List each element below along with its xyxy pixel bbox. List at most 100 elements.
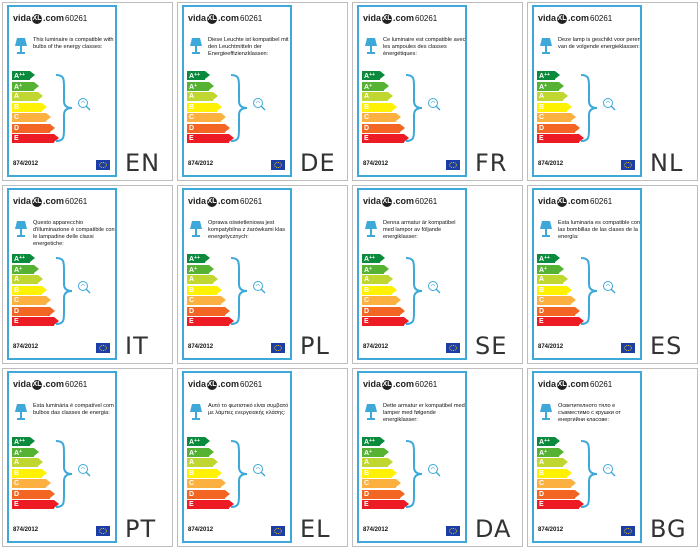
brand-mark: XL bbox=[557, 196, 568, 207]
eu-flag-icon bbox=[96, 526, 110, 536]
brand-mark: XL bbox=[557, 379, 568, 390]
energy-label-card: vida XL .com 60261 Осветителното тяло е съвм… bbox=[532, 371, 642, 543]
bar-fill bbox=[537, 468, 567, 478]
energy-class-label: B bbox=[14, 103, 20, 111]
bar-arrow-tip bbox=[225, 489, 230, 498]
bar-arrow-tip bbox=[205, 254, 210, 262]
energy-class-label: E bbox=[189, 318, 194, 325]
label-cell-es: vida XL .com 60261 Esta luminaria es compati… bbox=[527, 185, 698, 364]
energy-class-scale: A++ A+ A B C D E bbox=[187, 254, 234, 328]
compatibility-text: Diese Leuchte ist kompatibel mit den Leu… bbox=[208, 37, 289, 57]
energy-class-bar: A bbox=[12, 458, 52, 467]
energy-class-bar: B bbox=[537, 468, 577, 478]
energy-class-scale: A++ A+ A B C D E bbox=[537, 254, 584, 328]
curly-brace-icon bbox=[405, 257, 423, 325]
bar-arrow-tip bbox=[579, 134, 584, 142]
bar-fill bbox=[362, 489, 400, 499]
bar-fill bbox=[362, 123, 400, 133]
regulation-number: 874/2012 bbox=[13, 161, 39, 167]
bar-arrow-tip bbox=[392, 468, 397, 477]
table-lamp-icon bbox=[365, 38, 377, 54]
energy-class-bar: A+ bbox=[12, 447, 52, 457]
energy-class-label: E bbox=[189, 135, 194, 142]
language-code: PT bbox=[125, 515, 157, 543]
energy-class-bar: A+ bbox=[187, 447, 227, 457]
bar-fill bbox=[362, 468, 392, 478]
bar-arrow-tip bbox=[54, 134, 59, 142]
regulation-number: 874/2012 bbox=[188, 527, 214, 533]
product-code: 60261 bbox=[590, 197, 613, 206]
bar-arrow-tip bbox=[380, 71, 385, 79]
energy-class-label: A+ bbox=[539, 82, 547, 91]
bar-fill bbox=[362, 447, 384, 457]
bar-arrow-tip bbox=[221, 479, 226, 487]
energy-class-bar: E bbox=[187, 317, 234, 326]
energy-class-bar: B bbox=[537, 285, 577, 295]
bar-arrow-tip bbox=[209, 447, 214, 456]
bar-arrow-tip bbox=[229, 317, 234, 325]
light-bulb-icon bbox=[78, 98, 91, 111]
curly-brace-icon bbox=[230, 440, 248, 508]
eu-stars-icon bbox=[99, 528, 107, 534]
energy-label-card: vida XL .com 60261 Esta luminária é compatív… bbox=[7, 371, 117, 543]
energy-class-bar: C bbox=[362, 296, 402, 305]
energy-class-bar: D bbox=[537, 306, 580, 316]
eu-flag-icon bbox=[446, 526, 460, 536]
compatibility-text: Ce luminaire est compatible avec les amp… bbox=[383, 37, 466, 57]
light-bulb-icon bbox=[253, 464, 266, 477]
brand-mark: XL bbox=[382, 379, 393, 390]
bar-fill bbox=[187, 458, 213, 467]
eu-stars-icon bbox=[274, 162, 282, 168]
bar-arrow-tip bbox=[567, 102, 572, 111]
eu-stars-icon bbox=[449, 345, 457, 351]
bar-arrow-tip bbox=[567, 468, 572, 477]
energy-class-label: B bbox=[189, 286, 195, 294]
energy-class-label: E bbox=[539, 318, 544, 325]
label-cell-se: vida XL .com 60261 Denna armatur är kompatib… bbox=[352, 185, 523, 364]
brand-logo: vida XL .com bbox=[538, 379, 589, 390]
energy-class-bar: D bbox=[362, 123, 405, 133]
label-cell-fr: vida XL .com 60261 Ce luminaire est compatib… bbox=[352, 2, 523, 181]
energy-class-bar: A++ bbox=[537, 437, 577, 446]
energy-class-label: A+ bbox=[364, 265, 372, 274]
energy-class-bar: A+ bbox=[12, 264, 52, 274]
energy-class-label: E bbox=[14, 501, 19, 508]
bar-arrow-tip bbox=[388, 458, 393, 466]
bar-arrow-tip bbox=[575, 306, 580, 315]
regulation-number: 874/2012 bbox=[363, 161, 389, 167]
bar-fill bbox=[362, 437, 380, 446]
energy-class-bar: C bbox=[362, 479, 402, 488]
energy-class-bar: A bbox=[187, 92, 227, 101]
brand-name: vida bbox=[188, 13, 207, 23]
energy-class-label: E bbox=[539, 501, 544, 508]
energy-class-bar: C bbox=[362, 113, 402, 122]
energy-class-bar: A bbox=[187, 458, 227, 467]
bar-arrow-tip bbox=[229, 134, 234, 142]
energy-label-card: vida XL .com 60261 Diese Leuchte ist kompati… bbox=[182, 5, 292, 177]
energy-class-bar: D bbox=[537, 489, 580, 499]
bar-fill bbox=[187, 102, 217, 112]
energy-class-bar: D bbox=[12, 306, 55, 316]
energy-class-bar: A+ bbox=[12, 81, 52, 91]
bar-arrow-tip bbox=[380, 254, 385, 262]
bar-fill bbox=[537, 275, 563, 284]
bar-fill bbox=[187, 92, 213, 101]
brand-suffix: .com bbox=[218, 379, 240, 389]
language-code: DE bbox=[300, 149, 336, 177]
energy-class-bar: E bbox=[362, 317, 409, 326]
bar-arrow-tip bbox=[575, 489, 580, 498]
energy-class-label: A+ bbox=[189, 265, 197, 274]
bar-fill bbox=[537, 264, 559, 274]
energy-class-label: A+ bbox=[364, 448, 372, 457]
label-cell-en: vida XL .com 60261 This luminaire is compati… bbox=[2, 2, 173, 181]
energy-class-label: A bbox=[14, 459, 20, 466]
bar-fill bbox=[362, 71, 380, 80]
bar-fill bbox=[362, 296, 396, 305]
bar-arrow-tip bbox=[42, 102, 47, 111]
language-code: ES bbox=[650, 332, 683, 360]
energy-class-bar: C bbox=[187, 296, 227, 305]
energy-class-label: E bbox=[539, 135, 544, 142]
label-cell-da: vida XL .com 60261 Dette armatur er kompatib… bbox=[352, 368, 523, 547]
energy-class-label: B bbox=[14, 469, 20, 477]
bar-arrow-tip bbox=[400, 306, 405, 315]
